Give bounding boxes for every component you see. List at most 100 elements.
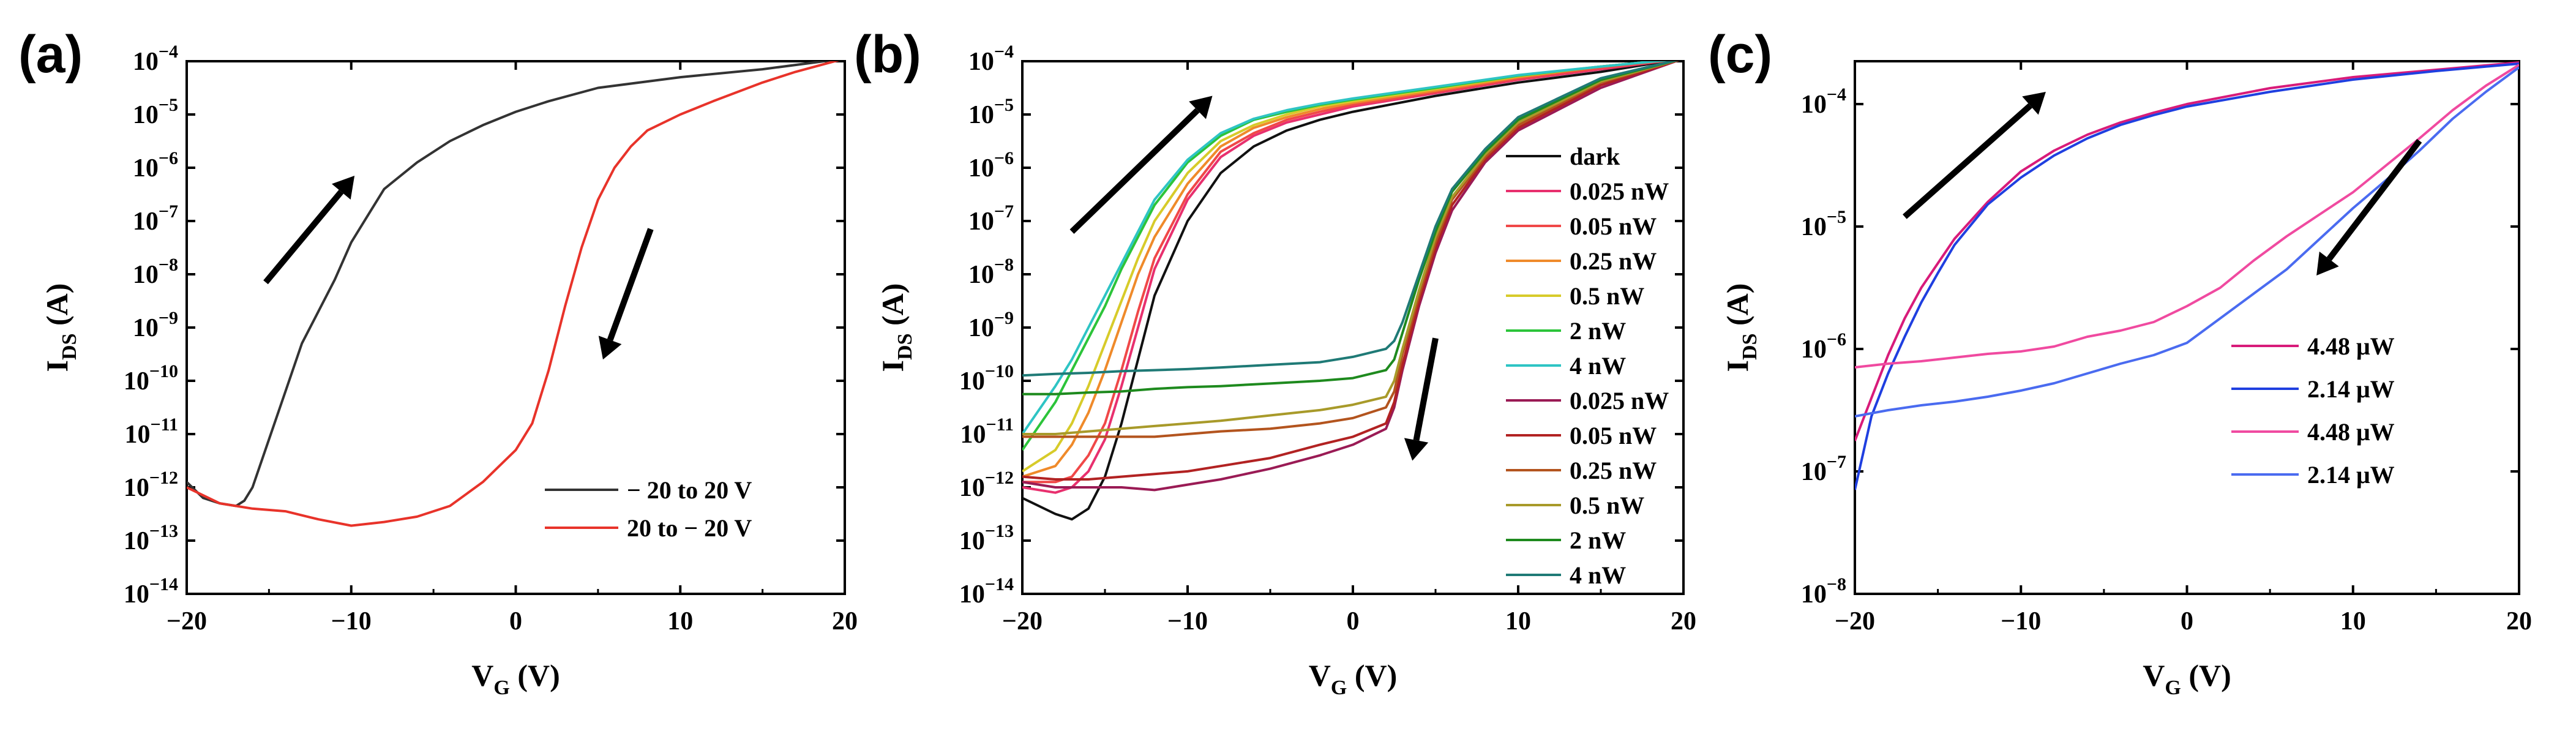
series-line-3 xyxy=(1022,61,1669,478)
y-tick-label: 10−11 xyxy=(125,414,178,449)
x-tick-label: −20 xyxy=(1002,607,1043,635)
arrow-head-0 xyxy=(1189,96,1213,119)
y-tick-label: 10−6 xyxy=(133,148,178,182)
arrow-1 xyxy=(2326,138,2422,261)
legend-label: 0.05 nW xyxy=(1570,422,1657,449)
series-line-0 xyxy=(1022,61,1675,521)
y-tick-label: 10−5 xyxy=(968,95,1014,129)
series-line-6 xyxy=(1022,61,1669,435)
series-line-2 xyxy=(1022,61,1671,484)
y-tick-label: 10−5 xyxy=(1801,207,1846,241)
y-tick-label: 10−12 xyxy=(959,468,1014,502)
y-tick-label: 10−9 xyxy=(968,308,1014,342)
legend-label: 0.25 nW xyxy=(1570,457,1657,484)
series-line-12 xyxy=(1022,61,1678,377)
legend-label: 2 nW xyxy=(1570,317,1626,345)
y-tick-label: 10−6 xyxy=(1801,329,1846,364)
panel-label: (a) xyxy=(18,25,83,84)
series-line-9 xyxy=(1022,61,1679,438)
y-tick-label: 10−10 xyxy=(124,361,178,395)
legend-label: 0.05 nW xyxy=(1570,212,1657,240)
x-axis-label: VG (V) xyxy=(2143,658,2231,699)
y-tick-label: 10−5 xyxy=(133,95,178,129)
arrow-head-1 xyxy=(1404,438,1429,461)
x-axis-label: VG (V) xyxy=(471,658,560,699)
x-tick-label: 10 xyxy=(667,607,693,635)
y-tick-label: 10−4 xyxy=(1801,84,1846,119)
x-tick-label: −10 xyxy=(331,607,372,635)
series-line-3 xyxy=(1855,66,2519,418)
y-tick-label: 10−7 xyxy=(133,201,178,236)
legend-label: 20 to − 20 V xyxy=(627,514,752,542)
series-line-10 xyxy=(1022,61,1679,435)
y-tick-label: 10−11 xyxy=(960,414,1014,449)
y-tick-label: 10−8 xyxy=(1801,574,1846,609)
x-tick-label: −10 xyxy=(2001,607,2041,635)
arrow-1 xyxy=(1413,337,1439,441)
legend-label: 4.48 μW xyxy=(2307,418,2395,446)
series-line-2 xyxy=(1855,64,2519,369)
legend-label: 4 nW xyxy=(1570,352,1626,380)
series-line-1 xyxy=(1855,62,2519,490)
x-tick-label: 20 xyxy=(1671,607,1696,635)
arrow-head-0 xyxy=(331,176,355,200)
arrow-1 xyxy=(607,228,654,341)
series-line-7 xyxy=(1022,61,1680,492)
panel-a: (a) −20 −10 0 10 20 10−14 10−13 10−12 10−11 10−10 1… xyxy=(18,25,858,699)
y-axis-label: IDS (A) xyxy=(40,283,81,372)
x-tick-label: −20 xyxy=(1835,607,1875,635)
y-tick-label: 10−13 xyxy=(124,521,178,555)
x-tick-label: 20 xyxy=(2506,607,2532,635)
x-tick-label: −20 xyxy=(167,607,207,635)
x-tick-label: 0 xyxy=(509,607,522,635)
legend-label: 2 nW xyxy=(1570,527,1626,554)
x-tick-label: 10 xyxy=(1505,607,1531,635)
x-tick-label: 10 xyxy=(2340,607,2366,635)
arrow-head-1 xyxy=(598,336,622,360)
legend-label: 0.5 nW xyxy=(1570,282,1644,310)
x-tick-label: 0 xyxy=(2181,607,2193,635)
series-line-0 xyxy=(1855,61,2519,441)
legend-label: 0.025 nW xyxy=(1570,387,1669,414)
y-axis-label: IDS (A) xyxy=(1720,283,1761,372)
series-line-0 xyxy=(187,61,834,508)
y-tick-label: 10−4 xyxy=(968,42,1014,76)
y-tick-label: 10−8 xyxy=(968,255,1014,289)
legend-label: dark xyxy=(1570,143,1620,170)
legend-label: 0.025 nW xyxy=(1570,178,1669,205)
arrow-head-1 xyxy=(2316,251,2339,276)
y-axis-label: IDS (A) xyxy=(875,283,916,372)
legend-label: 0.5 nW xyxy=(1570,492,1644,519)
arrow-head-0 xyxy=(2022,92,2046,115)
legend-label: 0.25 nW xyxy=(1570,247,1657,275)
legend-label: 2.14 μW xyxy=(2307,375,2395,403)
y-tick-label: 10−7 xyxy=(1801,452,1846,486)
legend-label: 4 nW xyxy=(1570,561,1626,589)
y-tick-label: 10−9 xyxy=(133,308,178,342)
y-tick-label: 10−6 xyxy=(968,148,1014,182)
panel-label: (c) xyxy=(1708,25,1772,84)
arrow-0 xyxy=(1069,108,1200,234)
panel-b: (b) −20 −10 0 10 20 10−14 10−13 10−12 10−11 10−10 1… xyxy=(854,25,1696,699)
series-line-1 xyxy=(187,61,840,527)
series-line-11 xyxy=(1022,61,1678,395)
y-tick-label: 10−7 xyxy=(968,201,1014,236)
y-tick-label: 10−4 xyxy=(133,42,178,76)
series-line-8 xyxy=(1022,61,1679,481)
legend-label: 2.14 μW xyxy=(2307,461,2395,489)
arrow-0 xyxy=(1903,103,2032,219)
legend-label: − 20 to 20 V xyxy=(627,476,752,504)
y-tick-label: 10−14 xyxy=(959,574,1014,609)
x-axis-label: VG (V) xyxy=(1309,658,1397,699)
y-tick-label: 10−13 xyxy=(959,521,1014,555)
y-tick-label: 10−14 xyxy=(124,574,178,609)
panel-label: (b) xyxy=(854,25,921,84)
y-tick-label: 10−8 xyxy=(133,255,178,289)
x-tick-label: 20 xyxy=(832,607,858,635)
x-tick-label: 0 xyxy=(1347,607,1360,635)
panel-c: (c) −20 −10 0 10 20 10−8 10−7 10−6 10−5 10−4 VG (V)… xyxy=(1708,25,2532,699)
legend-label: 4.48 μW xyxy=(2307,332,2395,360)
arrow-0 xyxy=(263,189,344,285)
y-tick-label: 10−10 xyxy=(959,361,1014,395)
